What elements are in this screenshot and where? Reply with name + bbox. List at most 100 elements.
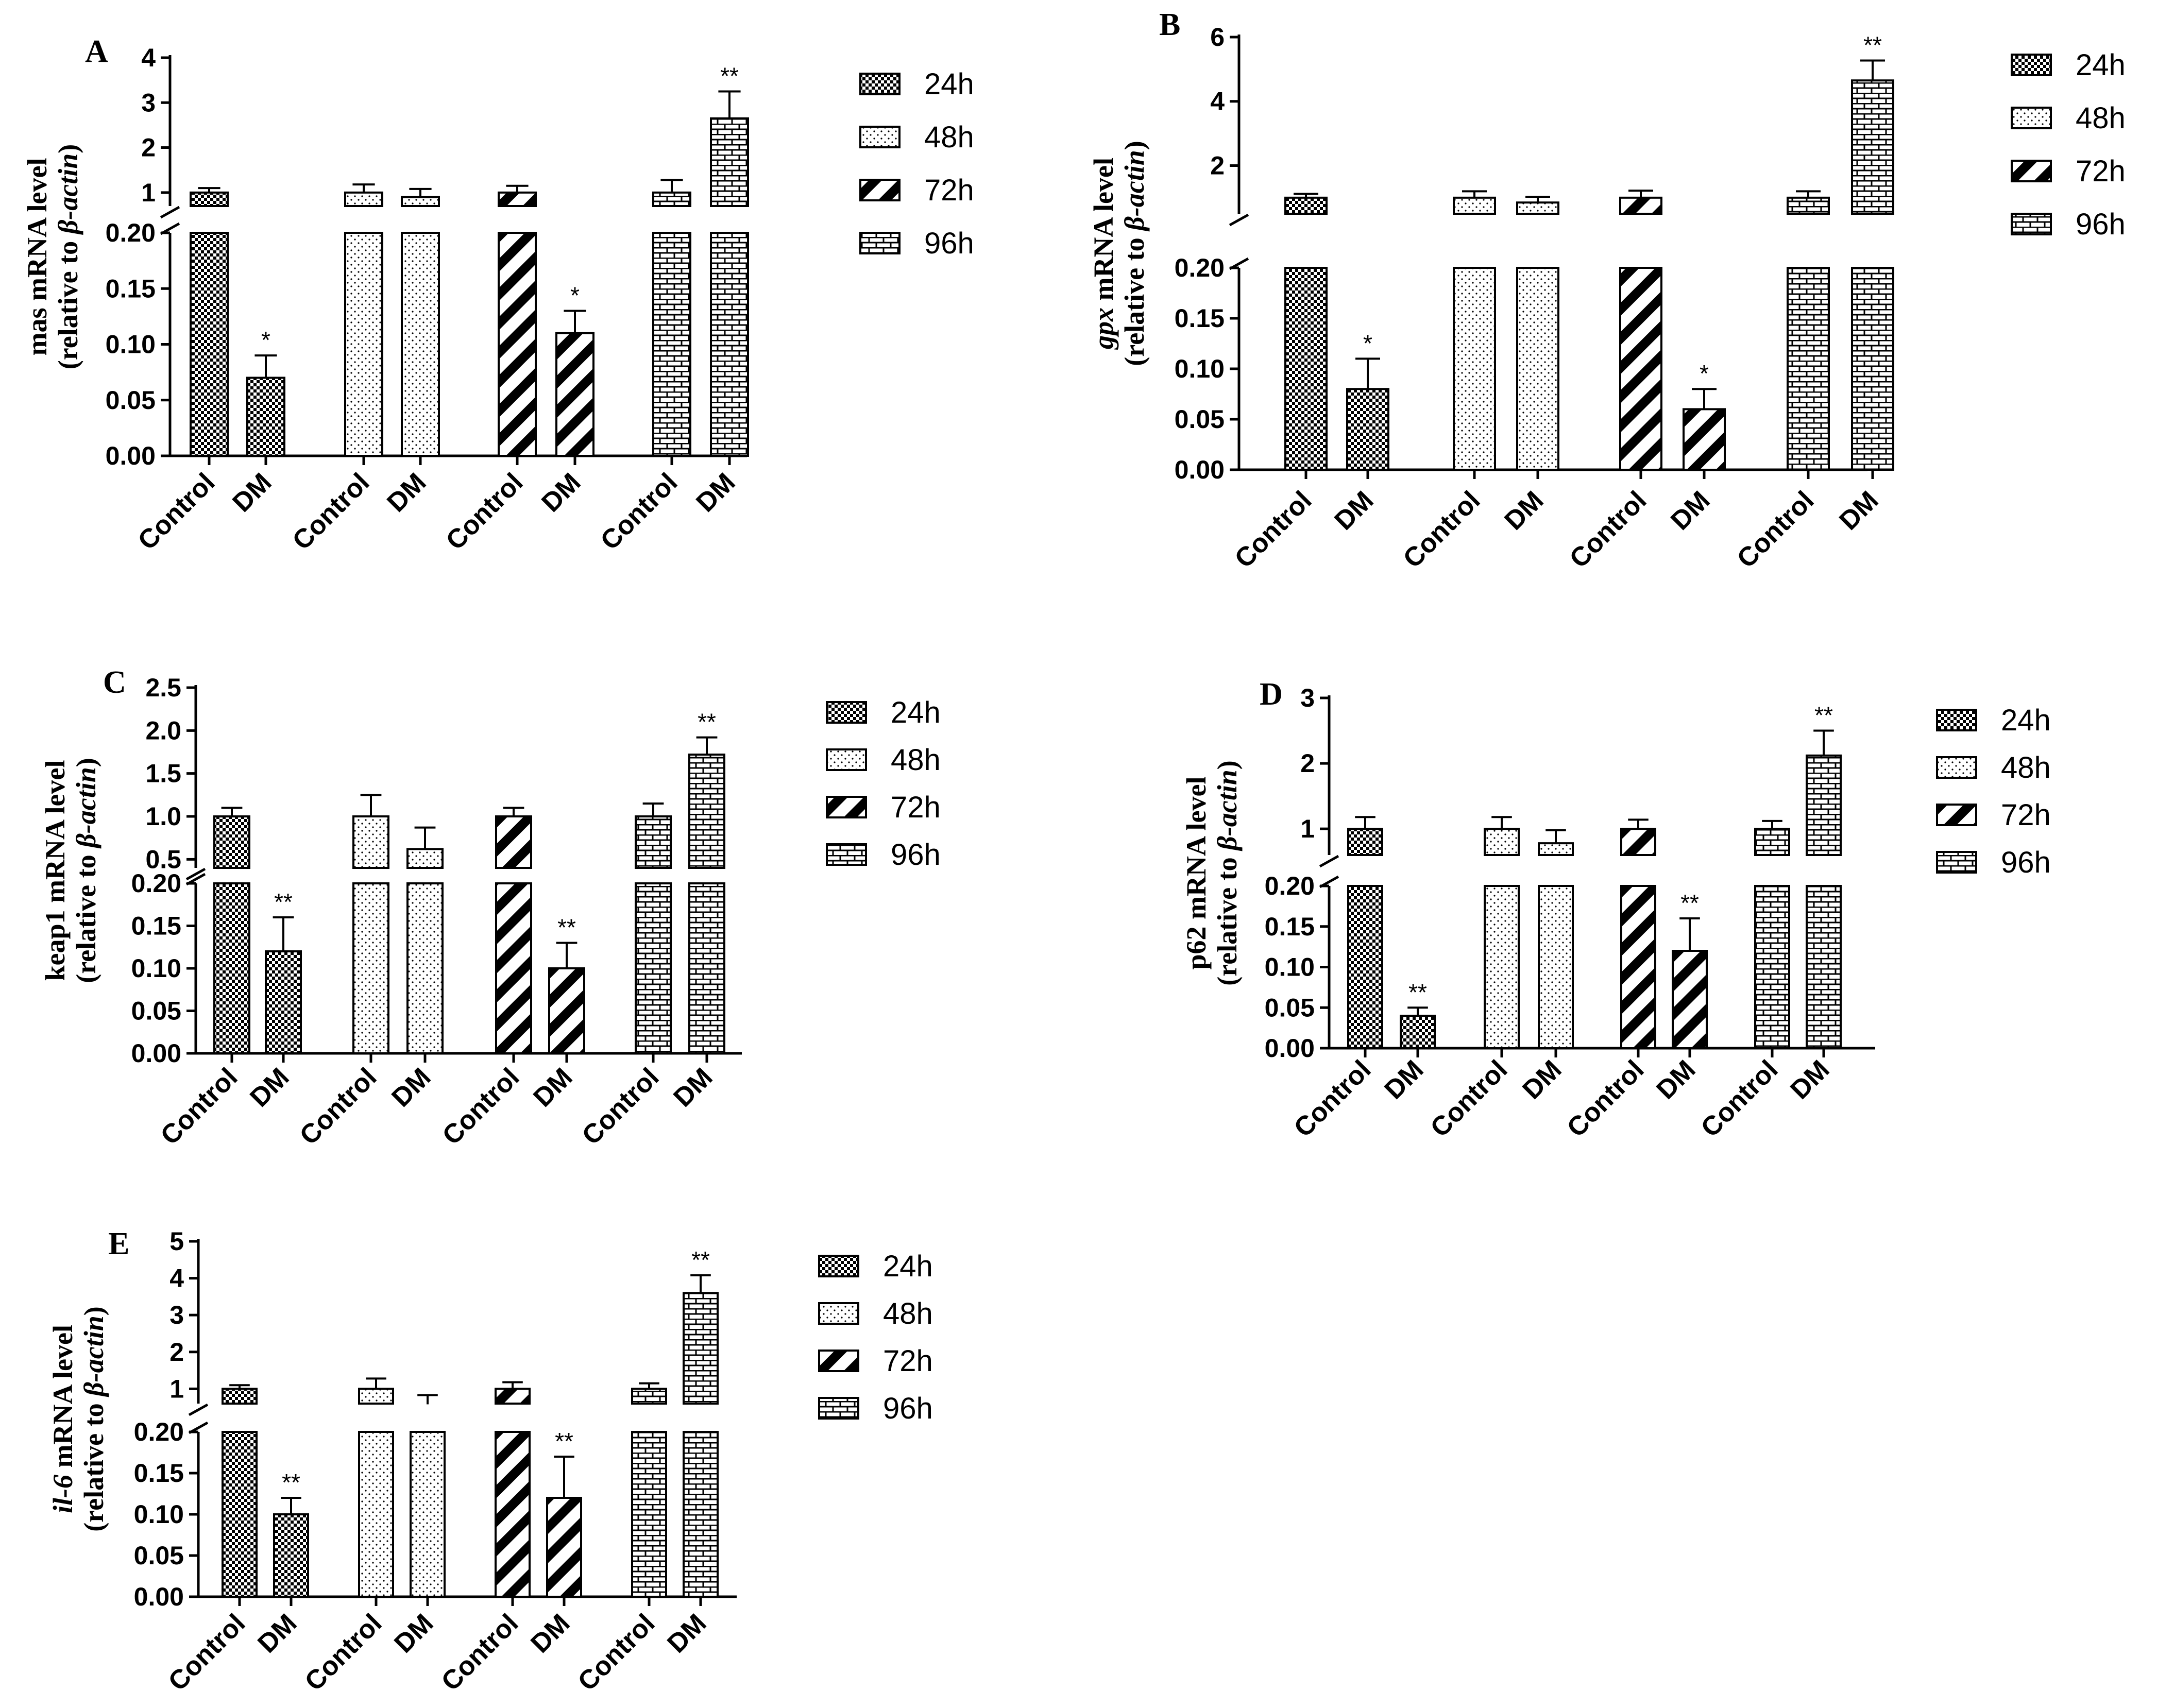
legend-swatch-72h — [818, 1350, 859, 1372]
y-axis-label-text: mRNA level — [47, 1325, 78, 1475]
x-category-label: Control — [132, 467, 221, 556]
x-category-label: Control — [576, 1062, 665, 1151]
x-category-label: Control — [163, 1608, 251, 1697]
significance-marker: ** — [555, 1428, 573, 1455]
legend-label: 72h — [2076, 155, 2126, 188]
legend-swatch-96h — [826, 843, 867, 866]
bar-lower-segment — [1538, 885, 1574, 1049]
legend-label: 48h — [891, 743, 941, 777]
x-category-label: Control — [1398, 485, 1486, 574]
y-tick-label: 0.5 — [145, 845, 181, 874]
significance-marker: ** — [1814, 702, 1833, 729]
bar — [495, 1388, 531, 1405]
bar-lower-segment — [358, 1431, 394, 1598]
axis-break-mark — [1319, 855, 1339, 868]
y-tick-label: 0.05 — [1175, 405, 1225, 434]
legend-swatch-24h — [2011, 54, 2052, 76]
bar-lower-segment — [710, 232, 749, 457]
legend-label: 48h — [883, 1297, 933, 1330]
bar-lower-segment — [406, 882, 444, 1054]
bar — [635, 815, 672, 869]
bar-lower-segment — [352, 882, 389, 1054]
bar-lower-segment — [495, 1431, 531, 1598]
x-category-label: Control — [1561, 1054, 1650, 1143]
bar — [1516, 201, 1559, 215]
significance-marker: ** — [274, 889, 293, 915]
bar-lower-segment — [1851, 267, 1894, 471]
y-tick-label: 2 — [169, 1338, 184, 1367]
x-category-label: DM — [1329, 485, 1379, 536]
y-tick-label: 0.20 — [1175, 253, 1225, 282]
x-category-label: DM — [388, 1608, 439, 1659]
y-tick-label: 0.10 — [1175, 354, 1225, 383]
y-tick-label: 0.00 — [131, 1039, 181, 1068]
x-category-label: DM — [1379, 1054, 1429, 1105]
y-tick-label: 0.15 — [131, 912, 181, 941]
significance-marker: ** — [282, 1469, 300, 1496]
bar — [555, 332, 595, 457]
legend-label: 48h — [924, 121, 974, 154]
x-category-label: DM — [386, 1062, 436, 1113]
y-axis-label-prefix: (relative to — [1119, 231, 1150, 366]
y-tick-label: 5 — [169, 1227, 184, 1256]
significance-marker: * — [1700, 360, 1709, 387]
axis-break-mark — [1229, 213, 1249, 227]
bar-lower-segment — [410, 1431, 446, 1598]
bar-lower-segment — [635, 882, 672, 1054]
legend-label: 96h — [924, 227, 974, 260]
x-category-label: Control — [437, 1062, 525, 1151]
legend-label: 72h — [891, 791, 941, 824]
y-axis-label-suffix: ) — [1212, 760, 1243, 770]
bar-lower-segment — [495, 882, 532, 1054]
legend-swatch-24h — [1936, 709, 1977, 731]
y-axis-label-line1: p62 mRNA level — [1181, 777, 1212, 970]
y-tick-label: 0.05 — [106, 386, 156, 415]
x-category-label: Control — [1229, 485, 1318, 574]
significance-marker: ** — [1680, 890, 1699, 916]
x-category-label: Control — [436, 1608, 524, 1697]
y-axis-label-prefix: (relative to — [1212, 850, 1243, 986]
significance-marker: ** — [691, 1246, 710, 1273]
legend-swatch-96h — [2011, 213, 2052, 235]
significance-marker: ** — [557, 914, 576, 941]
y-tick-label: 0.10 — [131, 954, 181, 983]
bar — [498, 191, 537, 207]
x-category-label: Control — [299, 1608, 388, 1697]
x-category-label: DM — [690, 467, 741, 518]
y-tick-label: 0.20 — [1265, 872, 1315, 900]
y-axis-label-text: mRNA level — [1088, 158, 1119, 308]
y-axis-label-line1: il-6 mRNA level — [47, 1325, 78, 1513]
legend-swatch-72h — [826, 796, 867, 818]
bar — [495, 815, 532, 869]
x-category-label: Control — [1731, 485, 1820, 574]
y-tick-label: 3 — [1300, 684, 1315, 712]
x-category-label: DM — [661, 1608, 712, 1659]
bar-lower-segment — [498, 232, 537, 457]
legend-label: 72h — [2001, 798, 2051, 832]
significance-marker: ** — [1408, 979, 1427, 1005]
y-tick-label: 1.5 — [145, 759, 181, 788]
bar — [1347, 828, 1383, 856]
x-category-label: DM — [1499, 485, 1549, 536]
y-axis-label-italic: β-actin — [53, 153, 83, 235]
bar — [213, 815, 250, 869]
bar — [652, 191, 691, 207]
x-category-label: DM — [1665, 485, 1716, 536]
y-tick-label: 0.15 — [134, 1459, 184, 1488]
x-category-label: Control — [1695, 1054, 1784, 1143]
y-axis-label-italic: il-6 — [47, 1475, 78, 1513]
legend-swatch-72h — [859, 179, 901, 201]
y-axis-label-line1: mas mRNA level — [22, 158, 53, 356]
y-tick-label: 0.20 — [106, 218, 156, 247]
y-tick-label: 2 — [141, 133, 156, 162]
bar — [190, 191, 229, 207]
bar-lower-segment — [401, 232, 440, 457]
y-tick-label: 4 — [1210, 87, 1225, 116]
y-tick-label: 3 — [169, 1301, 184, 1329]
y-tick-label: 0.00 — [1175, 455, 1225, 484]
axis-break-mark — [188, 1403, 209, 1416]
y-axis-label-italic: β-actin — [1119, 150, 1150, 232]
bar-lower-segment — [213, 882, 250, 1054]
bar-lower-segment — [1620, 885, 1656, 1049]
